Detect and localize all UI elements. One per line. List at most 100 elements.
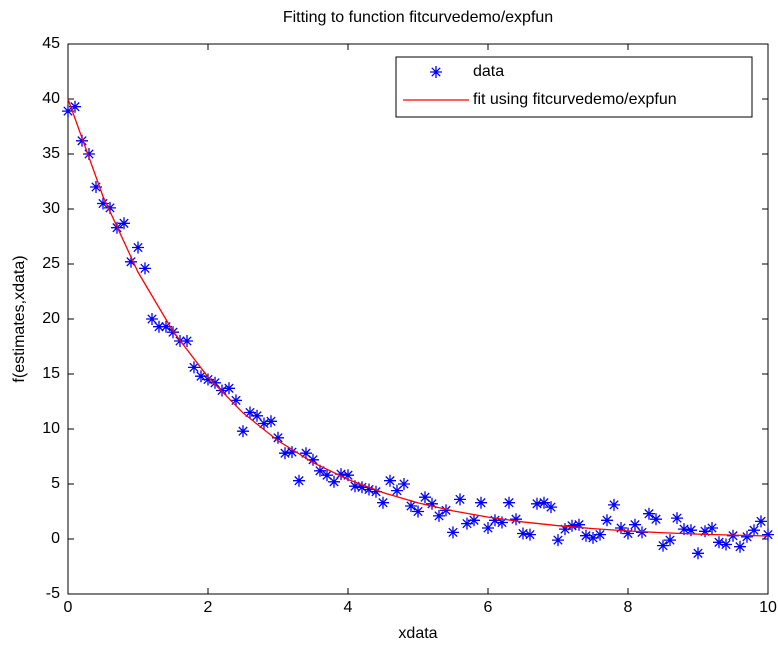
chart-title: Fitting to function fitcurvedemo/expfun [283,9,553,26]
data-point [230,394,242,407]
data-point [643,507,655,520]
data-point [209,376,221,389]
data-point [62,105,74,118]
data-point [97,197,109,210]
data-point [580,529,592,542]
x-tick-label: 0 [64,599,73,616]
y-tick-label: 45 [42,35,60,52]
x-axis-label: xdata [398,625,437,642]
data-point [447,526,459,539]
y-tick-label: 15 [42,365,60,382]
data-point [692,547,704,560]
y-tick-label: 10 [42,420,60,437]
data-point [118,217,130,230]
data-point [510,513,522,526]
data-point [132,241,144,254]
data-point [734,540,746,553]
y-tick-label: 40 [42,90,60,107]
data-point [608,498,620,511]
data-point [223,382,235,395]
y-tick-label: 30 [42,200,60,217]
data-point [300,447,312,460]
data-point [412,505,424,518]
data-point [335,468,347,481]
data-point [573,518,585,531]
data-point [482,522,494,534]
data-point [685,524,697,537]
data-point [251,409,263,422]
data-point [755,515,767,528]
data-point [377,496,389,509]
data-point [391,484,403,497]
data-point [650,513,662,526]
data-point [104,201,116,214]
data-point [76,134,88,147]
data-point [69,100,81,113]
y-axis-label: f(estimates,xdata) [11,255,28,382]
data-point [678,523,690,536]
fit-line [67,98,769,537]
data-point [160,320,172,333]
data-point [328,475,340,488]
x-tick-label: 2 [204,599,213,616]
data-point [279,447,291,460]
data-point [258,417,270,430]
data-point [489,514,501,527]
data-point [405,500,417,512]
data-point [90,181,102,193]
data-point [741,530,753,543]
data-point [83,148,95,160]
data-point [314,464,326,477]
data-point [146,313,158,325]
data-point [356,481,368,494]
data-point [272,431,284,444]
x-tick-label: 6 [484,599,493,616]
data-point [594,528,606,541]
data-point [699,525,711,538]
y-tick-label: 0 [51,530,60,547]
data-point [244,406,256,419]
data-point [713,536,725,549]
y-tick-label: 5 [51,475,60,492]
y-tick-label: 25 [42,255,60,272]
data-point [202,373,214,386]
data-point [657,539,669,552]
data-point [615,522,627,534]
data-point [559,523,571,536]
data-point [587,531,599,544]
data-point [538,496,550,509]
data-point [153,320,165,333]
data-point [195,370,207,383]
data-point [461,517,473,530]
y-tick-label: -5 [46,585,60,602]
data-point [629,518,641,531]
data-point [503,496,515,509]
data-point [363,483,375,496]
y-tick-label: 20 [42,310,60,327]
data-point [468,514,480,527]
data-point [307,453,319,466]
data-point [384,474,396,487]
data-point [181,335,193,347]
data-point [265,415,277,428]
data-point [545,501,557,514]
data-point [475,496,487,509]
data-point [188,361,200,374]
data-point [440,504,452,517]
x-tick-label: 10 [759,599,777,616]
data-point [454,493,466,506]
data-point [419,491,431,504]
data-point [349,480,361,493]
data-point [398,478,410,490]
data-point [496,516,508,529]
data-point [636,526,648,539]
data-point [286,446,298,459]
legend-label: fit using fitcurvedemo/expfun [473,91,677,108]
data-point [552,534,564,547]
data-point [524,528,536,541]
legend-box [395,56,753,118]
x-tick-label: 8 [624,599,633,616]
data-point [321,469,333,482]
